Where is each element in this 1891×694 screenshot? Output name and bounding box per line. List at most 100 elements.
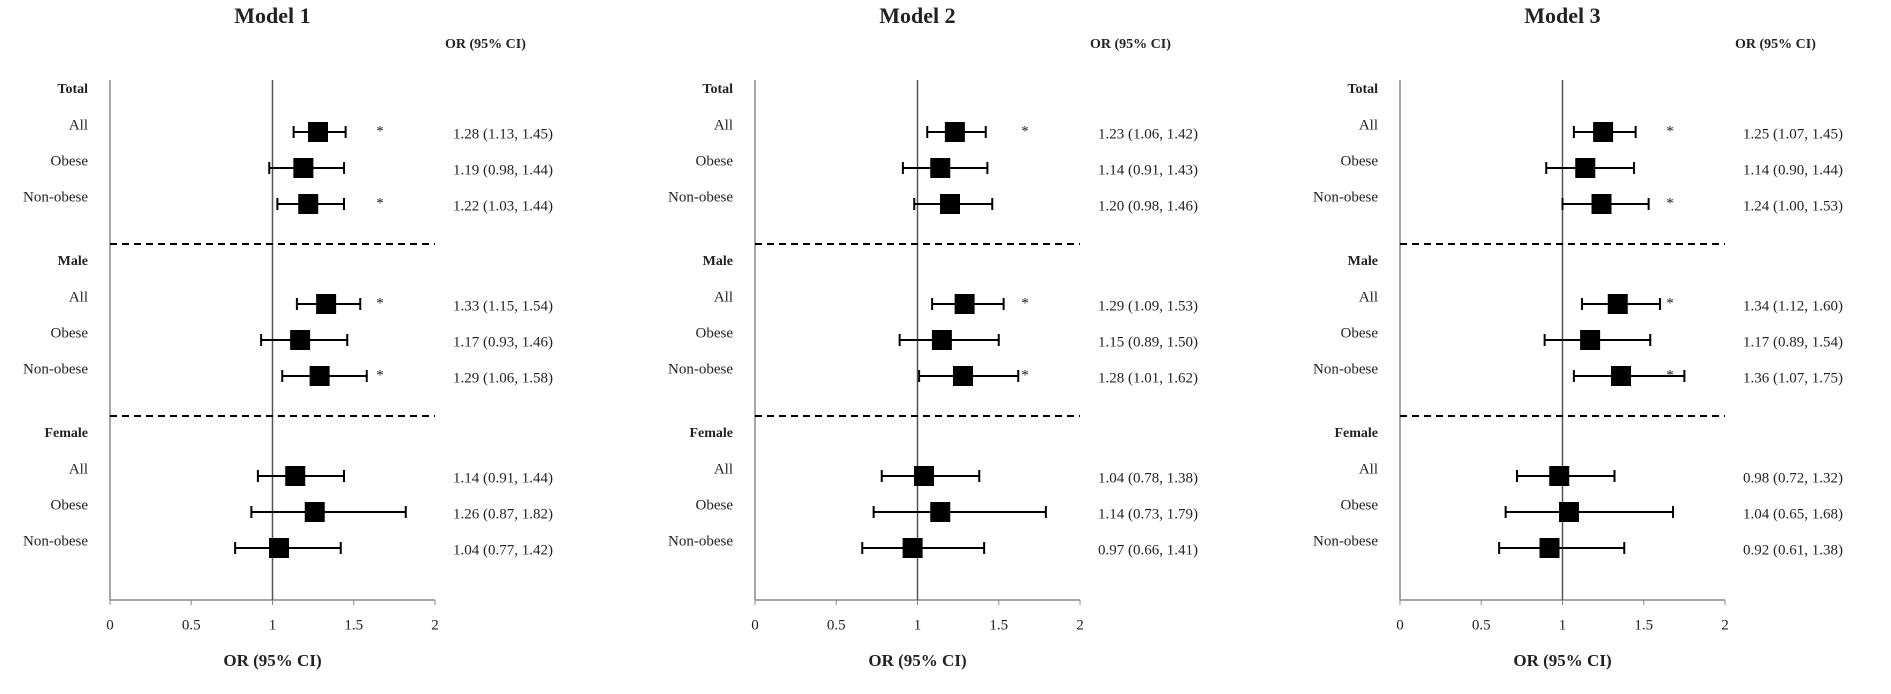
value-label: 1.23 (1.06, 1.42) [1098, 126, 1198, 142]
value-label: 0.97 (0.66, 1.41) [1098, 542, 1198, 558]
row-label: All [1359, 461, 1378, 477]
row-label: Non-obese [668, 533, 733, 549]
x-tick-label: 1.5 [344, 617, 363, 633]
x-axis-label: OR (95% CI) [223, 651, 321, 670]
point-estimate [269, 538, 289, 558]
x-tick-label: 2 [431, 617, 439, 633]
value-label: 1.29 (1.06, 1.58) [453, 370, 553, 386]
value-label: 1.28 (1.01, 1.62) [1098, 370, 1198, 386]
value-label: 1.28 (1.13, 1.45) [453, 126, 553, 142]
value-label: 1.15 (0.89, 1.50) [1098, 334, 1198, 350]
point-estimate [902, 538, 923, 558]
point-estimate [930, 158, 951, 178]
value-label: 1.17 (0.93, 1.46) [453, 334, 553, 350]
significance-marker: * [1666, 295, 1674, 311]
group-label: Female [689, 426, 733, 441]
value-label: 1.20 (0.98, 1.46) [1098, 198, 1198, 214]
point-estimate [1591, 194, 1612, 214]
x-tick-label: 0.5 [827, 617, 846, 633]
row-label: Obese [1341, 153, 1379, 169]
point-estimate [290, 330, 311, 350]
point-estimate [914, 466, 934, 486]
row-label: Obese [696, 325, 734, 341]
row-label: Non-obese [1313, 361, 1378, 377]
row-label: Non-obese [23, 361, 88, 377]
row-label: All [1359, 289, 1378, 305]
point-estimate [954, 294, 975, 314]
point-estimate [931, 330, 952, 350]
group-label: Total [702, 82, 733, 97]
column-header: OR (95% CI) [1090, 37, 1171, 52]
value-label: 1.24 (1.00, 1.53) [1743, 198, 1843, 214]
group-label: Female [1334, 426, 1378, 441]
panel-title: Model 2 [879, 3, 955, 28]
point-estimate [944, 122, 965, 142]
value-label: 1.14 (0.91, 1.44) [453, 470, 553, 486]
significance-marker: * [1666, 367, 1674, 383]
significance-marker: * [1021, 367, 1029, 383]
point-estimate [298, 194, 319, 214]
row-label: All [714, 117, 733, 133]
value-label: 1.34 (1.12, 1.60) [1743, 298, 1843, 314]
x-tick-label: 0 [751, 617, 759, 633]
value-label: 1.36 (1.07, 1.75) [1743, 370, 1843, 386]
panel-title: Model 3 [1524, 3, 1600, 28]
x-tick-label: 0 [1396, 617, 1404, 633]
value-label: 1.14 (0.90, 1.44) [1743, 162, 1843, 178]
group-label: Male [1348, 254, 1378, 269]
point-estimate [1549, 466, 1570, 486]
value-label: 1.14 (0.91, 1.43) [1098, 162, 1198, 178]
point-estimate [1580, 330, 1601, 350]
point-estimate [304, 502, 325, 522]
row-label: Obese [51, 153, 89, 169]
x-tick-label: 1 [1559, 617, 1567, 633]
point-estimate [308, 122, 328, 142]
point-estimate [1575, 158, 1596, 178]
significance-marker: * [376, 295, 384, 311]
row-label: All [714, 461, 733, 477]
row-label: Non-obese [23, 189, 88, 205]
point-estimate [1593, 122, 1614, 142]
point-estimate [930, 502, 951, 522]
value-label: 0.98 (0.72, 1.32) [1743, 470, 1843, 486]
value-label: 1.17 (0.89, 1.54) [1743, 334, 1843, 350]
point-estimate [953, 366, 973, 386]
x-tick-label: 1 [269, 617, 277, 633]
x-axis-label: OR (95% CI) [1513, 651, 1611, 670]
value-label: 1.04 (0.78, 1.38) [1098, 470, 1198, 486]
point-estimate [1611, 366, 1631, 386]
row-label: Obese [696, 497, 734, 513]
value-label: 0.92 (0.61, 1.38) [1743, 542, 1843, 558]
significance-marker: * [1021, 123, 1029, 139]
significance-marker: * [1666, 123, 1674, 139]
row-label: All [69, 289, 88, 305]
x-axis-label: OR (95% CI) [868, 651, 966, 670]
x-tick-label: 2 [1721, 617, 1729, 633]
value-label: 1.04 (0.65, 1.68) [1743, 506, 1843, 522]
x-tick-label: 0 [106, 617, 114, 633]
value-label: 1.14 (0.73, 1.79) [1098, 506, 1198, 522]
row-label: Obese [1341, 325, 1379, 341]
value-label: 1.33 (1.15, 1.54) [453, 298, 553, 314]
point-estimate [316, 294, 337, 314]
significance-marker: * [376, 367, 384, 383]
x-tick-label: 1.5 [989, 617, 1008, 633]
row-label: Obese [1341, 497, 1379, 513]
value-label: 1.19 (0.98, 1.44) [453, 162, 553, 178]
x-tick-label: 1.5 [1634, 617, 1653, 633]
significance-marker: * [376, 123, 384, 139]
value-label: 1.26 (0.87, 1.82) [453, 506, 553, 522]
row-label: Obese [51, 497, 89, 513]
significance-marker: * [1021, 295, 1029, 311]
group-label: Female [44, 426, 88, 441]
group-label: Total [1347, 82, 1378, 97]
point-estimate [309, 366, 330, 386]
value-label: 1.25 (1.07, 1.45) [1743, 126, 1843, 142]
x-tick-label: 0.5 [1472, 617, 1491, 633]
significance-marker: * [376, 195, 384, 211]
point-estimate [1559, 502, 1579, 522]
point-estimate [940, 194, 960, 214]
panel-title: Model 1 [234, 3, 310, 28]
x-tick-label: 2 [1076, 617, 1084, 633]
